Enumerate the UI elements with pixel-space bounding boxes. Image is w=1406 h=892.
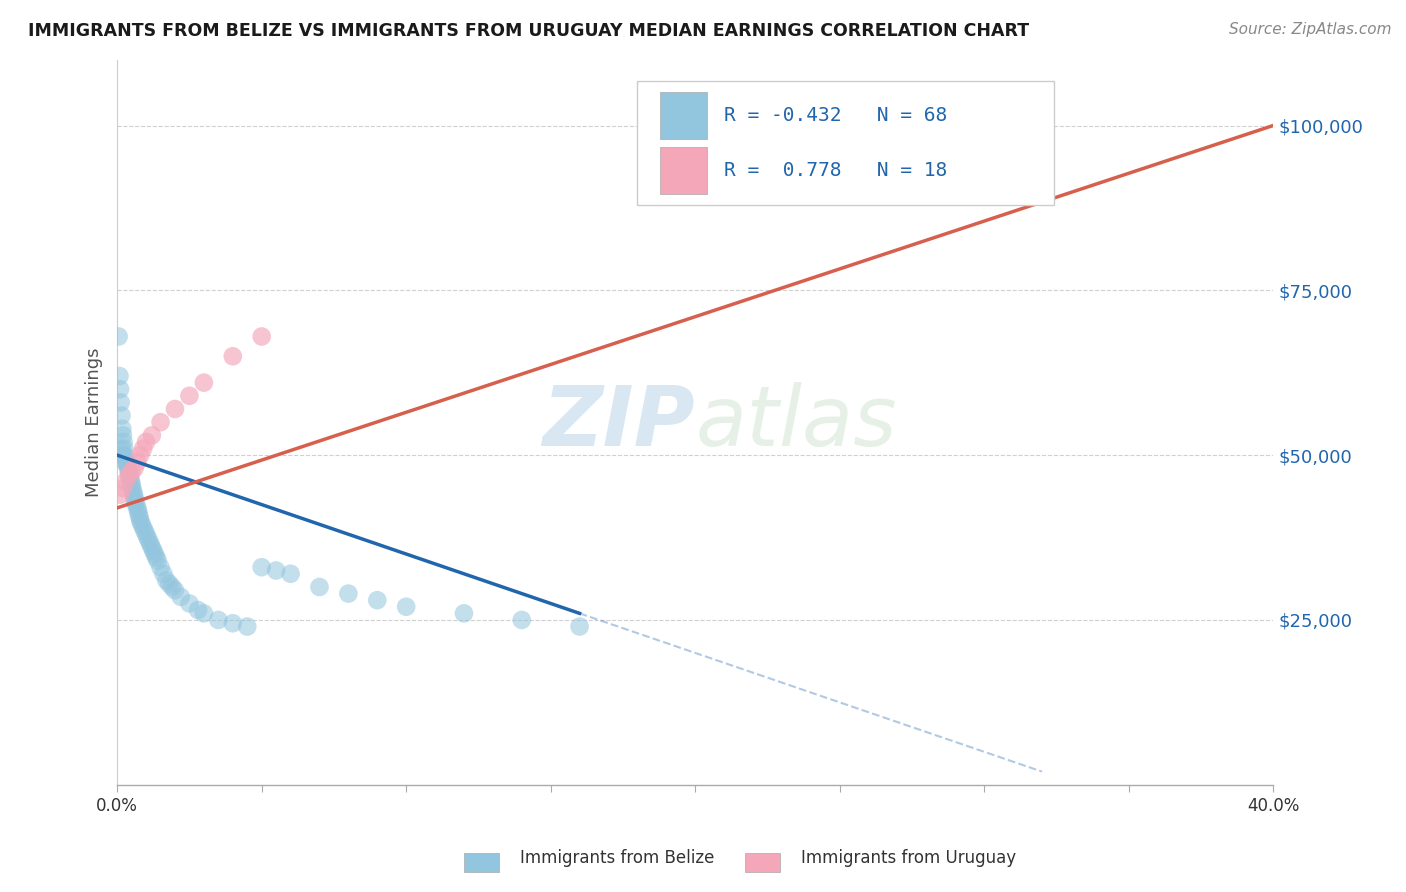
- Point: [142, 543, 165, 558]
- Point: [118, 467, 141, 482]
- FancyBboxPatch shape: [661, 92, 707, 139]
- Point: [337, 586, 360, 600]
- Point: [145, 550, 167, 565]
- Point: [121, 481, 143, 495]
- Point: [115, 451, 138, 466]
- Point: [160, 580, 183, 594]
- Point: [128, 508, 150, 522]
- Point: [121, 478, 143, 492]
- Point: [127, 504, 149, 518]
- Point: [149, 560, 172, 574]
- Point: [114, 448, 136, 462]
- Point: [155, 574, 177, 588]
- Point: [112, 455, 135, 469]
- Point: [141, 541, 163, 555]
- Point: [120, 471, 142, 485]
- Text: Source: ZipAtlas.com: Source: ZipAtlas.com: [1229, 22, 1392, 37]
- Point: [117, 458, 139, 472]
- Point: [139, 537, 162, 551]
- Point: [157, 576, 180, 591]
- Point: [118, 465, 141, 479]
- Point: [124, 461, 146, 475]
- Point: [136, 531, 159, 545]
- Point: [111, 428, 134, 442]
- Point: [193, 376, 215, 390]
- Point: [129, 448, 152, 462]
- Point: [115, 475, 138, 489]
- Text: Immigrants from Uruguay: Immigrants from Uruguay: [801, 849, 1017, 867]
- Point: [135, 527, 157, 541]
- Point: [141, 428, 163, 442]
- Point: [131, 517, 153, 532]
- Point: [127, 500, 149, 515]
- Point: [110, 395, 132, 409]
- Point: [149, 415, 172, 429]
- Point: [170, 590, 193, 604]
- Point: [124, 491, 146, 505]
- Point: [124, 494, 146, 508]
- Point: [122, 488, 145, 502]
- Point: [138, 533, 160, 548]
- Point: [134, 524, 156, 538]
- Point: [222, 616, 245, 631]
- Point: [110, 442, 132, 456]
- Point: [308, 580, 330, 594]
- Point: [127, 455, 149, 469]
- FancyBboxPatch shape: [661, 146, 707, 194]
- Point: [125, 498, 148, 512]
- Point: [128, 510, 150, 524]
- Point: [179, 389, 201, 403]
- Point: [250, 560, 273, 574]
- Point: [146, 553, 169, 567]
- Point: [250, 329, 273, 343]
- Point: [117, 461, 139, 475]
- Point: [118, 467, 141, 482]
- Point: [280, 566, 302, 581]
- Point: [108, 382, 131, 396]
- Text: atlas: atlas: [695, 382, 897, 463]
- Y-axis label: Median Earnings: Median Earnings: [86, 347, 103, 497]
- Point: [129, 514, 152, 528]
- Point: [121, 465, 143, 479]
- FancyBboxPatch shape: [637, 81, 1053, 204]
- Point: [132, 521, 155, 535]
- Point: [152, 566, 174, 581]
- Point: [111, 422, 134, 436]
- Point: [112, 434, 135, 449]
- Point: [264, 564, 287, 578]
- Point: [163, 583, 186, 598]
- Point: [135, 434, 157, 449]
- Point: [108, 369, 131, 384]
- Point: [107, 329, 129, 343]
- Point: [207, 613, 229, 627]
- Text: ZIP: ZIP: [543, 382, 695, 463]
- Point: [132, 442, 155, 456]
- Text: R = -0.432   N = 68: R = -0.432 N = 68: [724, 106, 948, 125]
- Point: [366, 593, 388, 607]
- Point: [111, 481, 134, 495]
- Point: [236, 619, 259, 633]
- Point: [115, 455, 138, 469]
- Point: [395, 599, 418, 614]
- Text: R =  0.778   N = 18: R = 0.778 N = 18: [724, 161, 948, 179]
- Point: [163, 402, 186, 417]
- Point: [111, 448, 134, 462]
- Point: [108, 488, 131, 502]
- Point: [110, 409, 132, 423]
- Text: Immigrants from Belize: Immigrants from Belize: [520, 849, 714, 867]
- Point: [112, 442, 135, 456]
- Point: [193, 607, 215, 621]
- Text: IMMIGRANTS FROM BELIZE VS IMMIGRANTS FROM URUGUAY MEDIAN EARNINGS CORRELATION CH: IMMIGRANTS FROM BELIZE VS IMMIGRANTS FRO…: [28, 22, 1029, 40]
- Point: [122, 484, 145, 499]
- Point: [187, 603, 209, 617]
- Point: [120, 475, 142, 489]
- Point: [143, 547, 166, 561]
- Point: [568, 619, 591, 633]
- Point: [179, 597, 201, 611]
- Point: [973, 152, 995, 166]
- Point: [510, 613, 533, 627]
- Point: [453, 607, 475, 621]
- Point: [222, 349, 245, 363]
